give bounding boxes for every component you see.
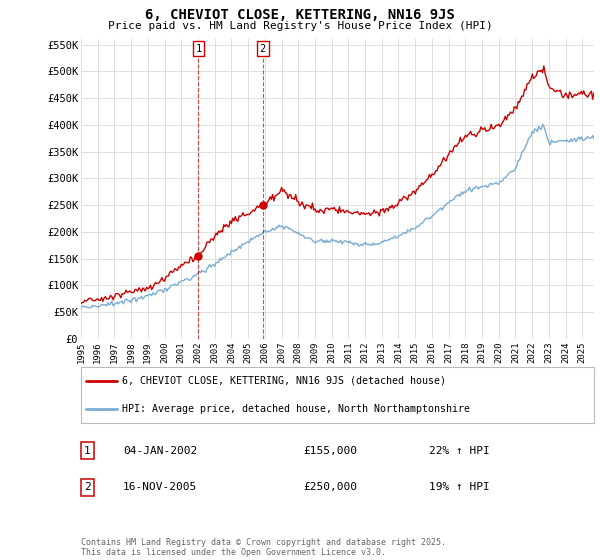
- Text: 1: 1: [196, 44, 202, 54]
- Text: HPI: Average price, detached house, North Northamptonshire: HPI: Average price, detached house, Nort…: [122, 404, 470, 414]
- Text: £250,000: £250,000: [303, 482, 357, 492]
- Text: £155,000: £155,000: [303, 446, 357, 456]
- Text: 6, CHEVIOT CLOSE, KETTERING, NN16 9JS (detached house): 6, CHEVIOT CLOSE, KETTERING, NN16 9JS (d…: [122, 376, 446, 386]
- Text: 19% ↑ HPI: 19% ↑ HPI: [429, 482, 490, 492]
- Text: Contains HM Land Registry data © Crown copyright and database right 2025.
This d: Contains HM Land Registry data © Crown c…: [81, 538, 446, 557]
- Text: 6, CHEVIOT CLOSE, KETTERING, NN16 9JS: 6, CHEVIOT CLOSE, KETTERING, NN16 9JS: [145, 8, 455, 22]
- Text: 2: 2: [260, 44, 266, 54]
- Text: 16-NOV-2005: 16-NOV-2005: [123, 482, 197, 492]
- Text: 1: 1: [84, 446, 91, 456]
- Text: 2: 2: [84, 482, 91, 492]
- Text: Price paid vs. HM Land Registry's House Price Index (HPI): Price paid vs. HM Land Registry's House …: [107, 21, 493, 31]
- Text: 04-JAN-2002: 04-JAN-2002: [123, 446, 197, 456]
- Text: 22% ↑ HPI: 22% ↑ HPI: [429, 446, 490, 456]
